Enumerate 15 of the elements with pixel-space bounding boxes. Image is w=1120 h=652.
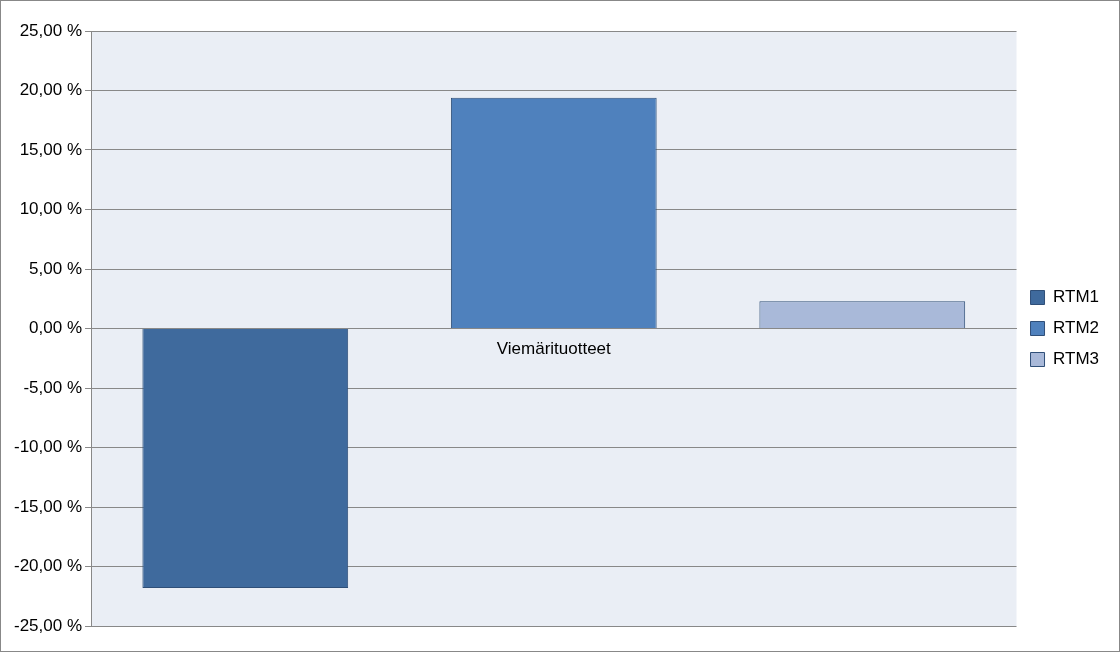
legend-label: RTM2 xyxy=(1053,318,1100,338)
y-tick-label: 5,00 % xyxy=(29,258,83,278)
y-tick-label: 0,00 % xyxy=(29,318,83,338)
x-tick-label: Viemärituotteet xyxy=(496,339,612,359)
y-tick-label: 20,00 % xyxy=(19,80,83,100)
legend-label: RTM1 xyxy=(1053,287,1100,307)
y-tick-label: -10,00 % xyxy=(13,437,83,457)
y-tick-label: 25,00 % xyxy=(19,20,83,40)
y-tick-label: -15,00 % xyxy=(13,496,83,516)
y-tick-label: -20,00 % xyxy=(13,556,83,576)
y-tick-label: -25,00 % xyxy=(13,615,83,635)
y-tick-label: -5,00 % xyxy=(23,377,83,397)
y-tick-label: 15,00 % xyxy=(19,139,83,159)
y-tick-label: 10,00 % xyxy=(19,199,83,219)
legend-label: RTM3 xyxy=(1053,349,1100,369)
